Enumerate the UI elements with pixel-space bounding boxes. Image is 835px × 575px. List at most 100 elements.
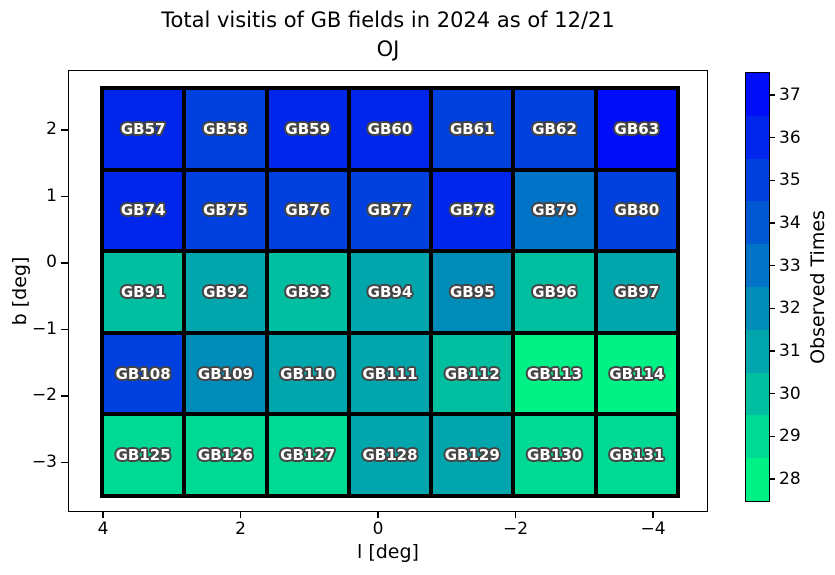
heatmap-cell: GB76 xyxy=(268,171,347,250)
heatmap-cell-label: GB57 xyxy=(120,119,166,138)
heatmap-cell-label: GB112 xyxy=(444,364,500,383)
heatmap-cell: GB59 xyxy=(268,90,347,168)
x-tick-mark xyxy=(652,511,654,518)
chart-title-line2: OJ xyxy=(376,36,400,61)
heatmap-cell: GB95 xyxy=(433,253,512,331)
heatmap-cell-label: GB111 xyxy=(362,364,418,383)
heatmap-cell-label: GB113 xyxy=(527,364,583,383)
heatmap-cell-label: GB97 xyxy=(614,282,660,301)
heatmap-cell: GB127 xyxy=(268,416,347,494)
heatmap-cell: GB74 xyxy=(104,171,183,250)
heatmap-cell: GB93 xyxy=(268,253,347,331)
chart-title-line1: Total visitis of GB fields in 2024 as of… xyxy=(161,8,615,32)
colorbar-tick-mark xyxy=(770,392,775,395)
heatmap-cell: GB80 xyxy=(597,171,676,250)
heatmap-cell-label: GB131 xyxy=(609,446,665,465)
heatmap-cell: GB57 xyxy=(104,90,183,168)
heatmap-cell-label: GB129 xyxy=(444,446,500,465)
y-axis-label: b [deg] xyxy=(9,256,31,326)
heatmap-cell-label: GB63 xyxy=(614,119,660,138)
heatmap-cell: GB111 xyxy=(350,334,430,413)
colorbar-tick-mark xyxy=(770,478,775,480)
colorbar-band xyxy=(746,158,769,202)
heatmap-cell-label: GB128 xyxy=(362,446,418,465)
colorbar-tick-mark xyxy=(770,350,775,352)
x-tick-label: 4 xyxy=(97,519,109,539)
y-tick-label: 2 xyxy=(46,119,57,139)
heatmap-cell-label: GB60 xyxy=(367,119,413,138)
colorbar-tick-label: 36 xyxy=(779,127,801,148)
colorbar-tick-label: 34 xyxy=(779,212,801,233)
heatmap-cell: GB108 xyxy=(104,334,183,413)
colorbar-tick-mark xyxy=(770,435,775,438)
heatmap-cell: GB114 xyxy=(597,334,676,413)
heatmap-cell-label: GB76 xyxy=(285,201,331,220)
y-tick-label: 1 xyxy=(46,185,57,206)
colorbar-tick-label: 35 xyxy=(779,170,801,191)
x-tick-label: −2 xyxy=(502,519,529,539)
heatmap-cell: GB75 xyxy=(186,171,265,250)
y-tick-label: −3 xyxy=(31,451,57,472)
colorbar-tick-mark xyxy=(770,179,775,182)
heatmap-cell: GB91 xyxy=(104,253,183,331)
colorbar xyxy=(745,72,770,502)
heatmap-cell: GB129 xyxy=(433,416,512,494)
heatmap-cell-label: GB130 xyxy=(527,446,583,465)
colorbar-tick-label: 37 xyxy=(779,84,801,105)
x-tick-mark xyxy=(102,511,104,518)
heatmap-cell-label: GB108 xyxy=(115,364,171,383)
heatmap-cell-label: GB80 xyxy=(614,201,660,220)
heatmap-cell: GB94 xyxy=(350,253,430,331)
colorbar-tick-mark xyxy=(770,94,775,96)
heatmap-cell: GB78 xyxy=(433,171,512,250)
heatmap-cell-label: GB95 xyxy=(449,282,495,301)
x-tick-label: −4 xyxy=(640,519,666,539)
heatmap-cell-label: GB109 xyxy=(197,364,253,383)
heatmap-cell: GB62 xyxy=(515,90,594,168)
heatmap-cell-label: GB75 xyxy=(203,201,248,220)
heatmap-cell-label: GB79 xyxy=(532,201,577,220)
heatmap-cell-label: GB96 xyxy=(532,282,577,301)
y-tick-mark xyxy=(61,328,68,331)
heatmap-cell-label: GB74 xyxy=(120,201,166,220)
y-tick-mark xyxy=(61,262,68,264)
colorbar-band xyxy=(746,329,769,373)
heatmap-cell: GB130 xyxy=(515,416,594,494)
heatmap-cell: GB77 xyxy=(350,171,430,250)
heatmap-cell-label: GB58 xyxy=(203,119,248,138)
heatmap-cell: GB58 xyxy=(186,90,265,168)
colorbar-tick-mark xyxy=(770,264,775,267)
heatmap-cell-label: GB78 xyxy=(449,201,495,220)
heatmap-cell: GB110 xyxy=(268,334,347,413)
colorbar-band xyxy=(746,372,769,416)
heatmap-cell: GB125 xyxy=(104,416,183,494)
heatmap-cell: GB128 xyxy=(350,416,430,494)
colorbar-band xyxy=(746,458,769,501)
colorbar-tick-mark xyxy=(770,222,775,224)
y-tick-label: −1 xyxy=(31,318,57,339)
colorbar-tick-label: 28 xyxy=(779,469,801,490)
x-axis-label: l [deg] xyxy=(357,541,419,563)
heatmap-cell-label: GB91 xyxy=(120,282,166,301)
x-tick-mark xyxy=(514,511,517,518)
x-tick-mark xyxy=(239,511,242,518)
heatmap-cell: GB112 xyxy=(433,334,512,413)
colorbar-band xyxy=(746,286,769,330)
colorbar-tick-label: 31 xyxy=(779,341,801,362)
colorbar-band xyxy=(746,115,769,159)
heatmap-cell-label: GB94 xyxy=(367,282,413,301)
heatmap-cell-label: GB59 xyxy=(285,119,331,138)
heatmap-cell: GB61 xyxy=(433,90,512,168)
x-tick-mark xyxy=(377,511,379,518)
heatmap-cell: GB79 xyxy=(515,171,594,250)
heatmap-grid: GB57 GB58 GB59 GB60 GB61 GB62 GB63 GB74 GB75 GB76… xyxy=(100,86,680,498)
y-tick-mark xyxy=(61,395,68,397)
heatmap-cell: GB60 xyxy=(350,90,430,168)
heatmap-cell: GB109 xyxy=(186,334,265,413)
heatmap-cell: GB113 xyxy=(515,334,594,413)
y-tick-mark xyxy=(61,461,68,464)
heatmap-cell: GB92 xyxy=(186,253,265,331)
colorbar-tick-label: 33 xyxy=(779,255,801,276)
colorbar-tick-mark xyxy=(770,307,775,310)
